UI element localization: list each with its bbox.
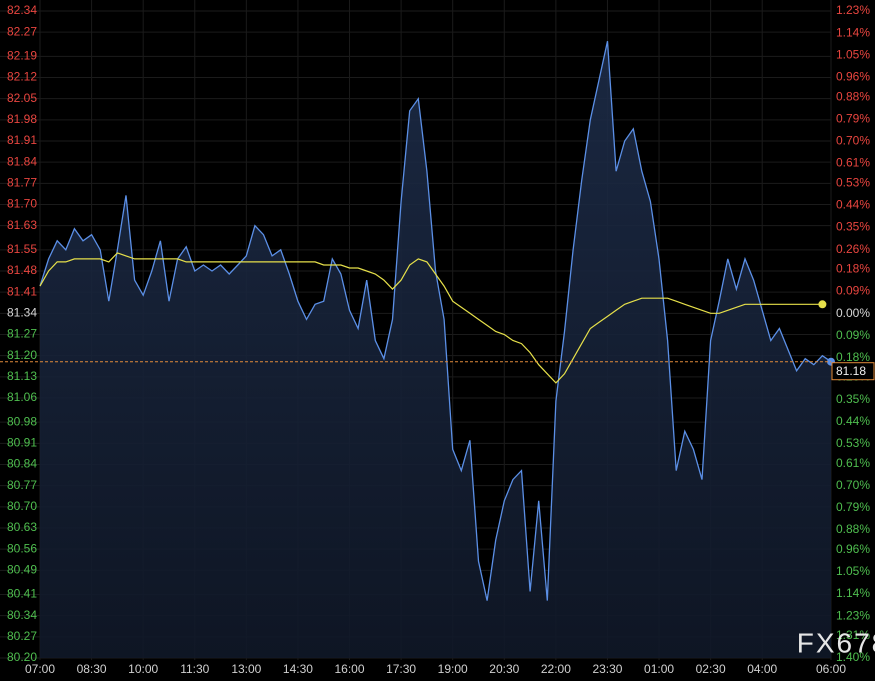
y-tick-label: 82.12 [7,70,37,84]
x-tick-label: 14:30 [283,662,313,676]
y2-tick-label: 0.96% [836,70,870,84]
x-tick-label: 11:30 [180,662,209,676]
x-tick-label: 02:30 [696,662,726,676]
y2-tick-label: 0.53% [836,436,870,450]
y-tick-label: 80.98 [7,414,37,428]
y-tick-label: 80.20 [7,650,37,664]
y-tick-label: 80.70 [7,499,37,513]
y2-tick-label: 0.96% [836,542,870,556]
average-line [39,252,823,384]
x-tick-label: 16:00 [335,662,365,676]
y-tick-label: 81.27 [7,327,37,341]
y-tick-label: 80.34 [7,608,37,622]
y-tick-label: 81.84 [7,154,37,168]
y2-tick-label: 0.79% [836,111,870,125]
y-tick-label: 82.34 [7,3,37,17]
y2-tick-label: 0.35% [836,220,870,234]
y2-tick-label: 1.40% [836,650,870,664]
x-tick-label: 08:30 [77,662,107,676]
y-tick-label: 81.98 [7,112,37,126]
last-price-box [831,362,875,381]
price-area [40,41,831,658]
x-tick-label: 13:00 [231,662,261,676]
y-tick-label: 81.55 [7,242,37,256]
y2-tick-label: 0.35% [836,392,870,406]
y-tick-label: 81.34 [7,306,37,320]
x-tick-label: 04:00 [747,662,777,676]
y-tick-label: 81.70 [7,197,37,211]
price-line [39,41,832,601]
y-tick-label: 81.41 [7,284,37,298]
last-price-label: 81.18 [836,364,866,378]
y2-tick-label: 0.44% [836,198,870,212]
y-tick-label: 80.84 [7,457,37,471]
y-tick-label: 80.91 [7,436,37,450]
x-tick-label: 20:30 [489,662,519,676]
x-tick-label: 19:00 [438,662,468,676]
y2-tick-label: 0.70% [836,134,870,148]
y-tick-label: 80.77 [7,478,37,492]
x-tick-label: 22:00 [541,662,571,676]
x-tick-label: 10:00 [128,662,158,676]
y2-tick-label: 0.09% [836,328,870,342]
y2-tick-label: 0.26% [836,242,870,256]
y-tick-label: 82.05 [7,91,37,105]
last-point [818,300,827,309]
y2-tick-label: 0.88% [836,89,870,103]
y-tick-label: 81.48 [7,263,37,277]
y2-tick-label: 1.31% [836,628,870,642]
y2-tick-label: 1.23% [836,3,870,17]
y-tick-label: 81.77 [7,176,37,190]
y-tick-label: 81.06 [7,390,37,404]
y2-tick-label: 1.14% [836,586,870,600]
x-tick-label: 06:00 [816,662,846,676]
y2-tick-label: 0.61% [836,456,870,470]
y-tick-label: 81.20 [7,348,37,362]
y2-tick-label: 1.05% [836,564,870,578]
y-tick-label: 80.41 [7,587,37,601]
y2-tick-label: 0.18% [836,350,870,364]
y-tick-label: 80.63 [7,520,37,534]
y-tick-label: 80.49 [7,562,37,576]
y2-tick-label: 1.14% [836,25,870,39]
y-tick-label: 82.19 [7,49,37,63]
x-tick-label: 01:00 [644,662,674,676]
x-tick-label: 17:30 [386,662,416,676]
y2-tick-label: 0.53% [836,175,870,189]
y-tick-label: 81.13 [7,369,37,383]
x-tick-label: 07:00 [25,662,55,676]
y2-tick-label: 0.88% [836,522,870,536]
axes: 82.34 82.27 82.19 82.12 82.05 81.98 81.91 81.84… [7,3,875,676]
y2-tick-label: 1.23% [836,608,870,622]
y-tick-label: 81.91 [7,133,37,147]
y-tick-label: 81.63 [7,218,37,232]
y2-tick-label: 0.00% [836,306,870,320]
y-tick-label: 80.56 [7,541,37,555]
y2-tick-label: 0.44% [836,414,870,428]
watermark: FX678 [797,627,875,658]
y-tick-label: 82.27 [7,24,37,38]
y2-tick-label: 0.18% [836,261,870,275]
x-tick-label: 23:30 [592,662,622,676]
plot-area [0,41,835,658]
y-tick-label: 80.27 [7,629,37,643]
y2-tick-label: 0.09% [836,284,870,298]
y2-tick-label: 0.70% [836,478,870,492]
y2-tick-label: 0.79% [836,500,870,514]
y2-tick-label: 0.61% [836,156,870,170]
y2-tick-label: 1.05% [836,47,870,61]
